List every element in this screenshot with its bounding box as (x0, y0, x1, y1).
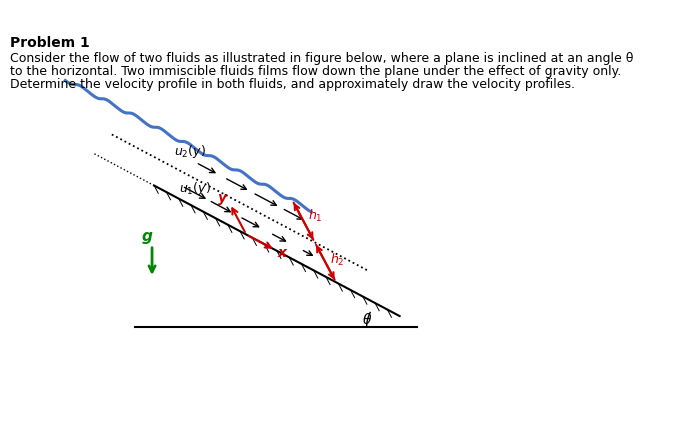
Text: $\theta$: $\theta$ (363, 312, 372, 327)
Text: g: g (141, 229, 153, 244)
Text: Problem 1: Problem 1 (10, 36, 90, 50)
Text: to the horizontal. Two immiscible fluids films flow down the plane under the eff: to the horizontal. Two immiscible fluids… (10, 65, 622, 78)
Text: Determine the velocity profile in both fluids, and approximately draw the veloci: Determine the velocity profile in both f… (10, 78, 575, 91)
Text: y: y (218, 191, 227, 205)
Text: x: x (277, 246, 286, 260)
Text: Consider the flow of two fluids as illustrated in figure below, where a plane is: Consider the flow of two fluids as illus… (10, 52, 634, 65)
Text: $u_1(y)$: $u_1(y)$ (178, 180, 211, 197)
Text: $u_2(y)$: $u_2(y)$ (174, 142, 206, 159)
Text: $h_1$: $h_1$ (308, 207, 323, 224)
Text: $h_2$: $h_2$ (330, 252, 344, 268)
